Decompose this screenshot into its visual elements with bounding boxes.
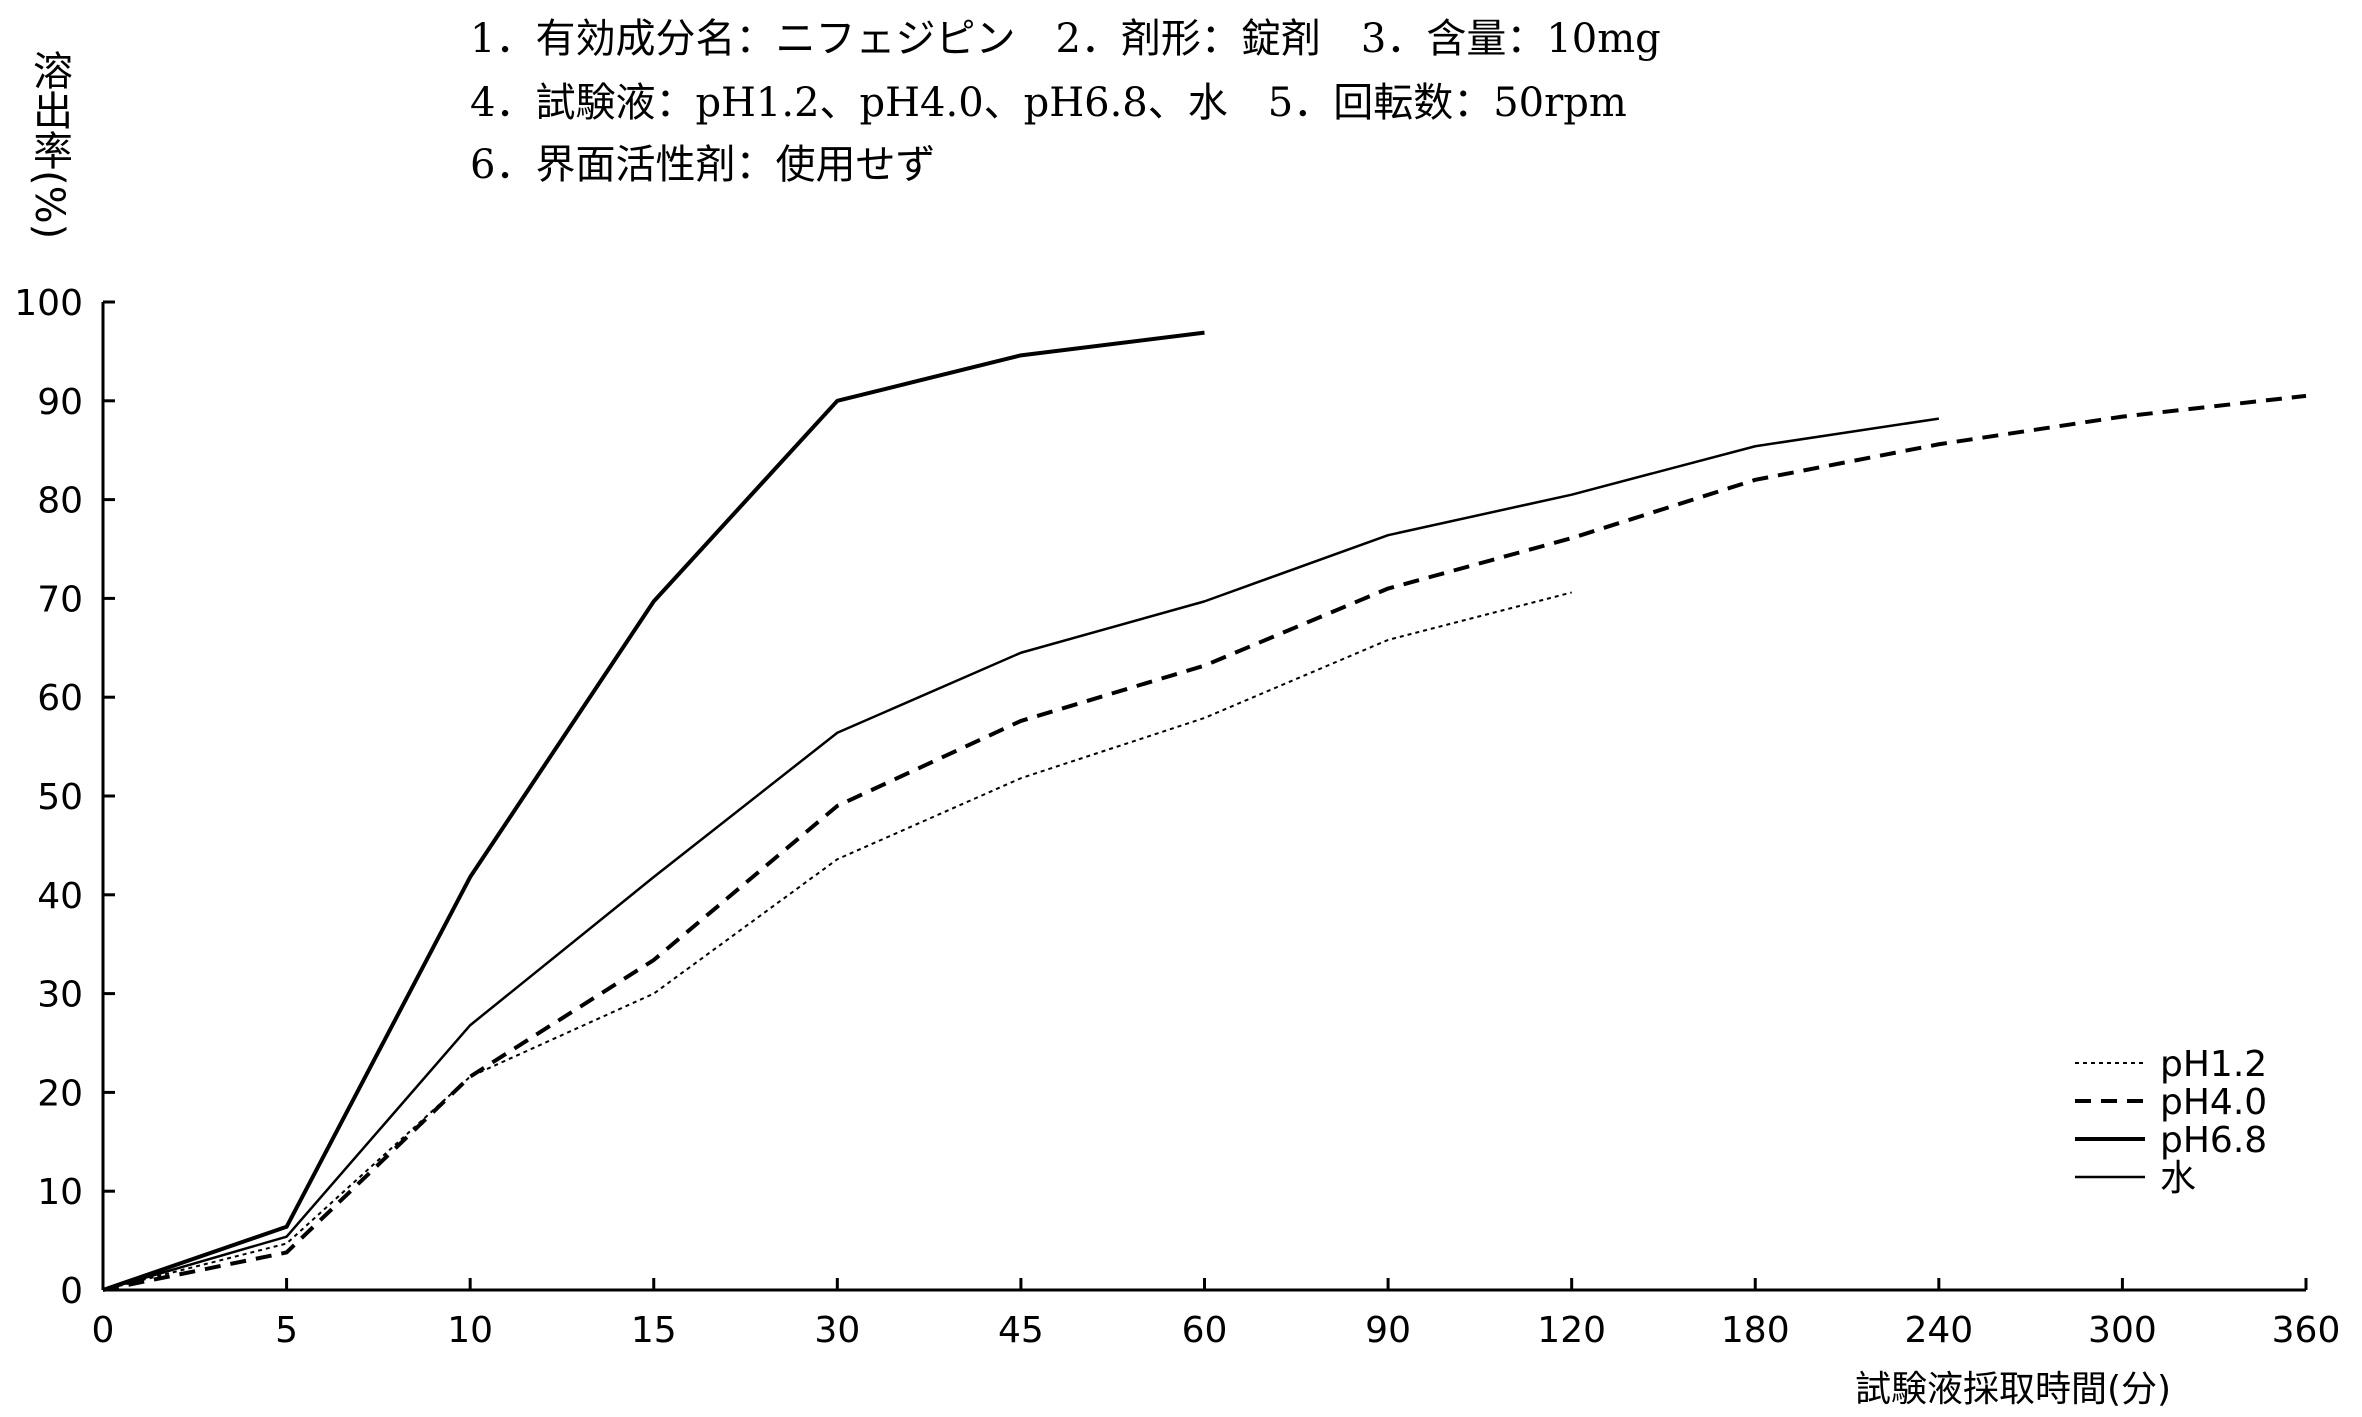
y-tick-label: 90 (37, 382, 83, 423)
x-tick-label: 120 (1537, 1310, 1606, 1351)
y-tick-label: 60 (37, 678, 83, 719)
x-tick-label: 60 (1182, 1310, 1228, 1351)
y-axis-label: 溶出率(%) (26, 50, 72, 240)
x-tick-label: 0 (92, 1310, 115, 1351)
x-tick-label: 240 (1904, 1310, 1973, 1351)
x-tick-label: 15 (631, 1310, 677, 1351)
condition-line-1: 1．有効成分名：ニフェジピン 2．剤形：錠剤 3．含量：10mg (470, 16, 1661, 62)
y-tick-label: 50 (37, 777, 83, 818)
condition-line-2: 4．試験液：pH1.2、pH4.0、pH6.8、水 5．回転数：50rpm (470, 80, 1627, 126)
y-tick-label: 10 (37, 1172, 83, 1213)
y-tick-label: 70 (37, 579, 83, 620)
x-tick-label: 180 (1721, 1310, 1790, 1351)
x-tick-label: 300 (2088, 1310, 2157, 1351)
condition-line-3: 6．界面活性剤：使用せず (470, 142, 936, 188)
series-line-pH1.2 (102, 591, 1572, 1291)
y-tick-label: 100 (14, 283, 83, 324)
x-tick-label: 30 (814, 1310, 860, 1351)
y-tick-label: 20 (37, 1073, 83, 1114)
y-tick-label: 80 (37, 481, 83, 522)
x-axis-label: 試験液採取時間(分) (1855, 1369, 2172, 1410)
x-tick-label: 10 (447, 1310, 493, 1351)
series-line-pH6.8 (102, 330, 1205, 1292)
y-tick-label: 0 (60, 1271, 83, 1312)
series-line-pH4.0 (102, 393, 2307, 1292)
x-tick-label: 360 (2272, 1310, 2341, 1351)
legend-label: 水 (2160, 1158, 2196, 1199)
legend-label: pH1.2 (2160, 1044, 2267, 1085)
series-line-水 (102, 417, 1940, 1292)
x-tick-label: 5 (275, 1310, 298, 1351)
x-tick-label: 90 (1365, 1310, 1411, 1351)
y-tick-label: 30 (37, 975, 83, 1016)
legend-label: pH4.0 (2160, 1082, 2267, 1123)
y-tick-label: 40 (37, 876, 83, 917)
x-tick-label: 45 (998, 1310, 1044, 1351)
legend-label: pH6.8 (2160, 1120, 2267, 1161)
